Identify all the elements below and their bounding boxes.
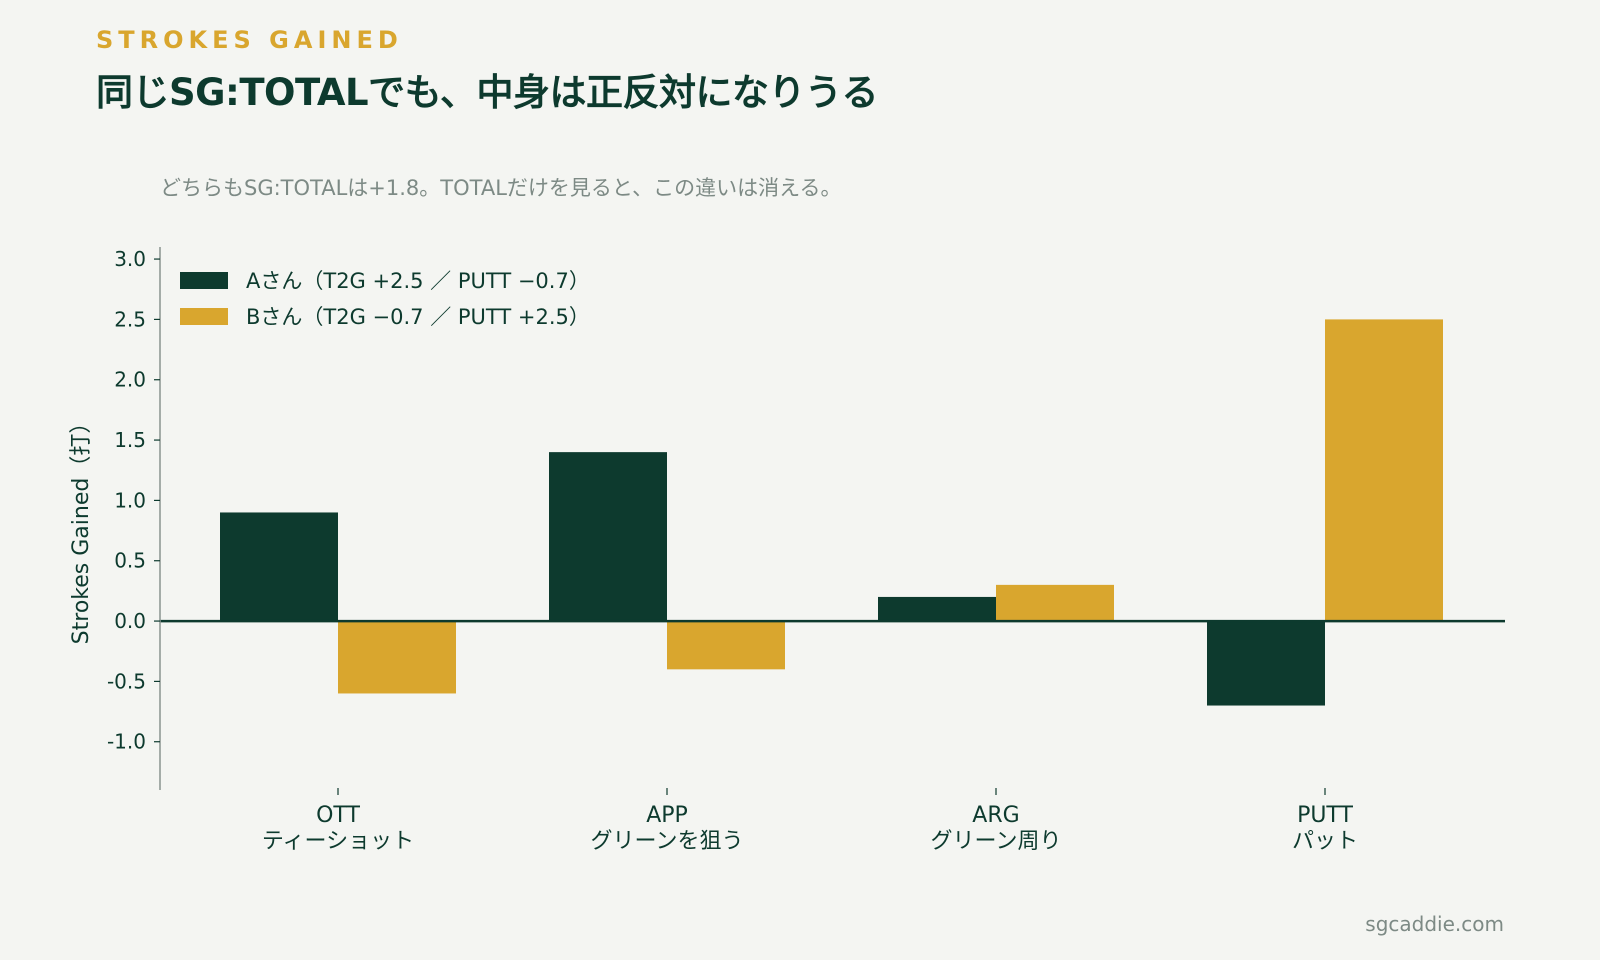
- source-credit: sgcaddie.com: [1365, 912, 1504, 936]
- y-tick-label: 3.0: [114, 247, 146, 271]
- x-tick-label-arg: グリーン周り: [931, 829, 1062, 854]
- x-tick-code-app: APP: [646, 803, 688, 828]
- y-tick-label: 0.5: [114, 549, 146, 573]
- bar-b-arg: [996, 584, 1114, 622]
- chart-title: 同じSG:TOTALでも、中身は正反対になりうる: [96, 71, 878, 114]
- x-tick-code-arg: ARG: [972, 803, 1019, 828]
- y-tick-label: 2.5: [114, 307, 146, 331]
- x-tick-label-putt: パット: [1292, 829, 1358, 854]
- legend-label-a: Aさん（T2G +2.5 ／ PUTT −0.7）: [246, 269, 590, 293]
- chart-subtitle: どちらもSG:TOTALは+1.8。TOTALだけを見ると、この違いは消える。: [160, 176, 842, 200]
- bar-b-app: [667, 621, 785, 670]
- bar-a-arg: [878, 596, 996, 622]
- x-tick-label-ott: ティーショット: [262, 829, 414, 854]
- chart-kicker: STROKES GAINED: [96, 26, 403, 54]
- bar-a-app: [549, 452, 667, 622]
- x-tick-code-ott: OTT: [316, 803, 360, 828]
- x-tick-label-app: グリーンを狙う: [591, 829, 744, 854]
- legend-swatch-b: [180, 308, 228, 325]
- legend: Aさん（T2G +2.5 ／ PUTT −0.7） Bさん（T2G −0.7 ／ …: [180, 269, 590, 329]
- y-axis-ticks: -1.0 -0.5 0.0 0.5 1.0 1.5 2.0 2.5 3.0: [107, 247, 160, 754]
- y-tick-label: -1.0: [107, 730, 146, 754]
- y-tick-label: 2.0: [114, 368, 146, 392]
- bar-b-putt: [1325, 319, 1443, 622]
- x-tick-code-putt: PUTT: [1297, 803, 1353, 828]
- legend-label-b: Bさん（T2G −0.7 ／ PUTT +2.5）: [246, 305, 590, 329]
- bar-a-putt: [1207, 621, 1325, 706]
- y-tick-label: -0.5: [107, 669, 146, 693]
- bars-layer: [220, 319, 1443, 706]
- bar-b-ott: [338, 621, 456, 694]
- y-tick-label: 1.5: [114, 428, 146, 452]
- y-tick-label: 0.0: [114, 609, 146, 633]
- legend-swatch-a: [180, 272, 228, 289]
- y-axis-title: Strokes Gained（打）: [69, 412, 94, 645]
- y-tick-label: 1.0: [114, 488, 146, 512]
- bar-a-ott: [220, 512, 338, 622]
